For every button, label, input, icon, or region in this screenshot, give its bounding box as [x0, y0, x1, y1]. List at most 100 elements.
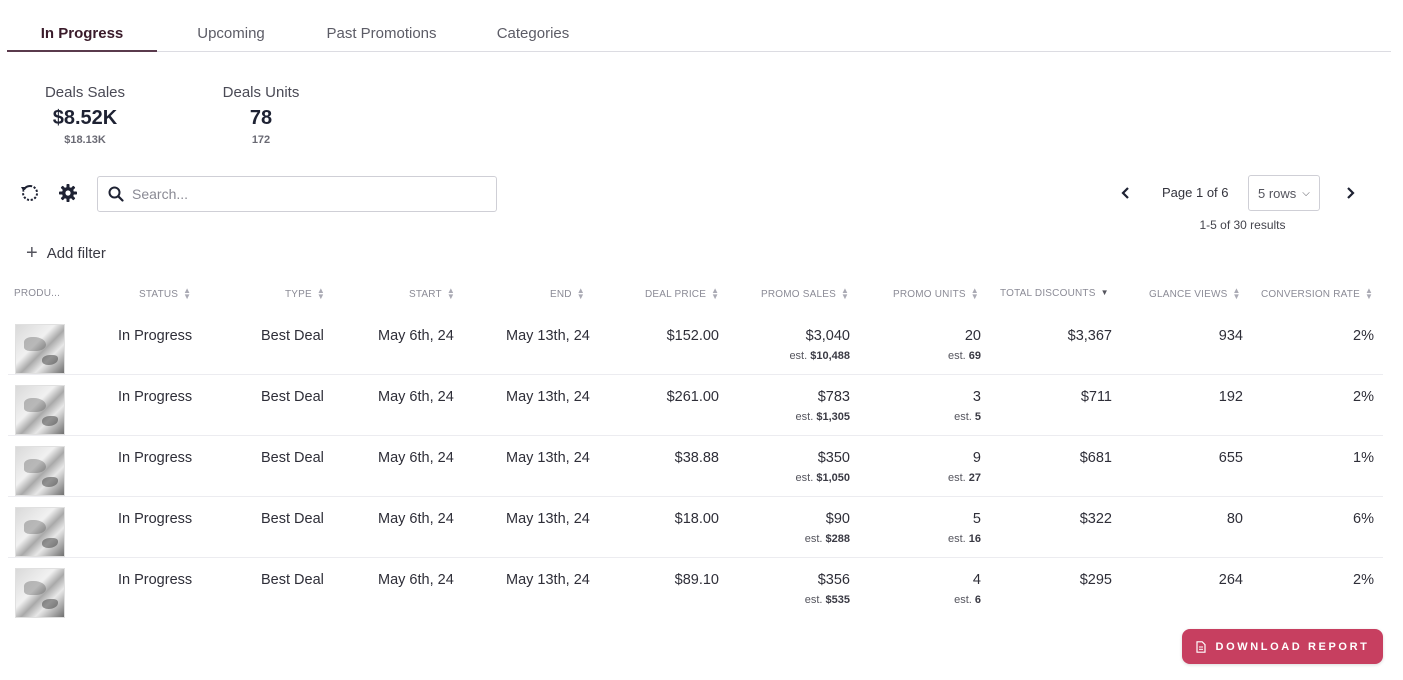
- cell-promo-units: 4 est. 6: [954, 572, 981, 606]
- cell-promo-units: 5 est. 16: [947, 511, 981, 545]
- cell-glance-views: 192: [1218, 389, 1243, 405]
- promotion-tabs: In Progress Upcoming Past Promotions Cat…: [7, 18, 1391, 52]
- sort-icon: ▲ ▼: [711, 286, 720, 302]
- download-report-button[interactable]: DOWNLOAD REPORT: [1182, 629, 1383, 664]
- cell-total-discounts: $3,367: [1067, 328, 1112, 344]
- product-thumbnail[interactable]: [15, 507, 65, 557]
- rows-per-page-value: 5 rows: [1258, 185, 1297, 201]
- cell-glance-views: 264: [1218, 572, 1243, 588]
- cell-deal-price: $38.88: [674, 450, 719, 466]
- cell-type: Best Deal: [261, 572, 324, 588]
- cell-status: In Progress: [118, 511, 193, 527]
- cell-promo-units: 9 est. 27: [947, 450, 981, 484]
- cell-type: Best Deal: [261, 450, 324, 466]
- product-thumbnail[interactable]: [15, 385, 65, 435]
- sort-icon: ▲ ▼: [1232, 286, 1241, 302]
- cell-promo-sales: $356 est. $535: [804, 572, 850, 606]
- column-header-deal-price[interactable]: DEAL PRICE ▲ ▼: [645, 286, 720, 302]
- cell-start: May 6th, 24: [378, 389, 454, 405]
- cell-end: May 13th, 24: [506, 389, 590, 405]
- cell-start: May 6th, 24: [378, 572, 454, 588]
- cell-conversion-rate: 2%: [1353, 572, 1374, 588]
- chevron-right-icon[interactable]: [1338, 181, 1362, 205]
- cell-total-discounts: $681: [1079, 450, 1112, 466]
- cell-conversion-rate: 6%: [1353, 511, 1374, 527]
- download-report-label: DOWNLOAD REPORT: [1215, 640, 1370, 653]
- cell-type: Best Deal: [261, 328, 324, 344]
- cell-status: In Progress: [118, 389, 193, 405]
- chevron-left-icon[interactable]: [1114, 181, 1138, 205]
- cell-deal-price: $261.00: [666, 389, 719, 405]
- column-header-type[interactable]: TYPE ▲ ▼: [285, 286, 326, 302]
- tab-past-promotions[interactable]: Past Promotions: [326, 25, 437, 42]
- column-header-promo-sales[interactable]: PROMO SALES ▲ ▼: [761, 286, 850, 302]
- column-header-total-discounts[interactable]: TOTAL DISCOUNTS ▼: [1000, 288, 1109, 299]
- column-header-end[interactable]: END ▲ ▼: [550, 286, 585, 302]
- cell-glance-views: 934: [1218, 328, 1243, 344]
- cell-start: May 6th, 24: [378, 328, 454, 344]
- cell-total-discounts: $711: [1080, 389, 1112, 405]
- search-input[interactable]: [132, 186, 472, 202]
- sort-icon: ▲ ▼: [1364, 286, 1374, 302]
- sort-desc-icon: ▼: [1100, 288, 1109, 298]
- product-thumbnail[interactable]: [15, 324, 65, 374]
- cell-end: May 13th, 24: [506, 572, 590, 588]
- column-header-status[interactable]: STATUS ▲ ▼: [139, 286, 192, 302]
- column-header-promo-units[interactable]: PROMO UNITS ▲ ▼: [893, 286, 979, 302]
- column-header-conversion-rate[interactable]: CONVERSION RATE ▲ ▼: [1261, 286, 1374, 302]
- cell-promo-sales: $90 est. $288: [804, 511, 850, 545]
- rows-per-page-select[interactable]: 5 rows ⌵: [1248, 175, 1320, 211]
- sort-icon: ▲ ▼: [970, 286, 979, 302]
- kpi-label: Deals Sales: [44, 84, 126, 101]
- table-header: PRODU... STATUS ▲ ▼ TYPE ▲ ▼ START ▲ ▼ END ▲ ▼ D…: [8, 286, 1383, 306]
- sort-icon: ▲ ▼: [316, 286, 326, 302]
- cell-status: In Progress: [118, 572, 193, 588]
- add-filter-button[interactable]: + Add filter: [26, 243, 106, 263]
- cell-conversion-rate: 2%: [1353, 389, 1374, 405]
- cell-conversion-rate: 2%: [1353, 328, 1374, 344]
- table-row[interactable]: In Progress Best Deal May 6th, 24 May 13…: [8, 436, 1383, 497]
- cell-start: May 6th, 24: [378, 450, 454, 466]
- product-thumbnail[interactable]: [15, 568, 65, 618]
- cell-status: In Progress: [118, 328, 193, 344]
- cell-deal-price: $89.10: [674, 572, 719, 588]
- column-header-glance-views[interactable]: GLANCE VIEWS ▲ ▼: [1149, 286, 1241, 302]
- cell-start: May 6th, 24: [378, 511, 454, 527]
- cell-type: Best Deal: [261, 511, 324, 527]
- kpi-deals-units: Deals Units 78 172: [212, 84, 310, 146]
- cell-status: In Progress: [118, 450, 193, 466]
- tab-in-progress[interactable]: In Progress: [7, 18, 157, 52]
- kpi-value: 78: [249, 107, 273, 129]
- table-row[interactable]: In Progress Best Deal May 6th, 24 May 13…: [8, 375, 1383, 436]
- kpi-label: Deals Units: [222, 84, 300, 101]
- cell-promo-sales: $350 est. $1,050: [795, 450, 850, 484]
- cell-type: Best Deal: [261, 389, 324, 405]
- gear-icon[interactable]: [56, 181, 80, 205]
- cell-promo-units: 3 est. 5: [954, 389, 981, 423]
- product-thumbnail[interactable]: [15, 446, 65, 496]
- column-header-product[interactable]: PRODU...: [14, 288, 61, 299]
- results-count: 1-5 of 30 results: [1199, 218, 1286, 232]
- cell-end: May 13th, 24: [506, 511, 590, 527]
- refresh-icon[interactable]: [18, 181, 42, 205]
- cell-end: May 13th, 24: [506, 450, 590, 466]
- sort-icon: ▲ ▼: [576, 286, 585, 302]
- cell-glance-views: 655: [1218, 450, 1243, 466]
- cell-total-discounts: $322: [1079, 511, 1112, 527]
- cell-total-discounts: $295: [1079, 572, 1112, 588]
- kpi-deals-sales: Deals Sales $8.52K $18.13K: [34, 84, 136, 146]
- search-field[interactable]: [97, 176, 497, 212]
- cell-deal-price: $152.00: [666, 328, 719, 344]
- plus-icon: +: [26, 242, 38, 264]
- tab-upcoming[interactable]: Upcoming: [197, 25, 265, 42]
- table-row[interactable]: In Progress Best Deal May 6th, 24 May 13…: [8, 314, 1383, 375]
- table-row[interactable]: In Progress Best Deal May 6th, 24 May 13…: [8, 497, 1383, 558]
- column-header-start[interactable]: START ▲ ▼: [409, 286, 455, 302]
- page-indicator: Page 1 of 6: [1162, 185, 1229, 200]
- tab-categories[interactable]: Categories: [496, 25, 570, 42]
- table-row[interactable]: In Progress Best Deal May 6th, 24 May 13…: [8, 558, 1383, 619]
- sort-icon: ▲ ▼: [446, 286, 455, 302]
- sort-icon: ▲ ▼: [841, 286, 850, 302]
- document-icon: [1195, 640, 1206, 653]
- cell-conversion-rate: 1%: [1353, 450, 1374, 466]
